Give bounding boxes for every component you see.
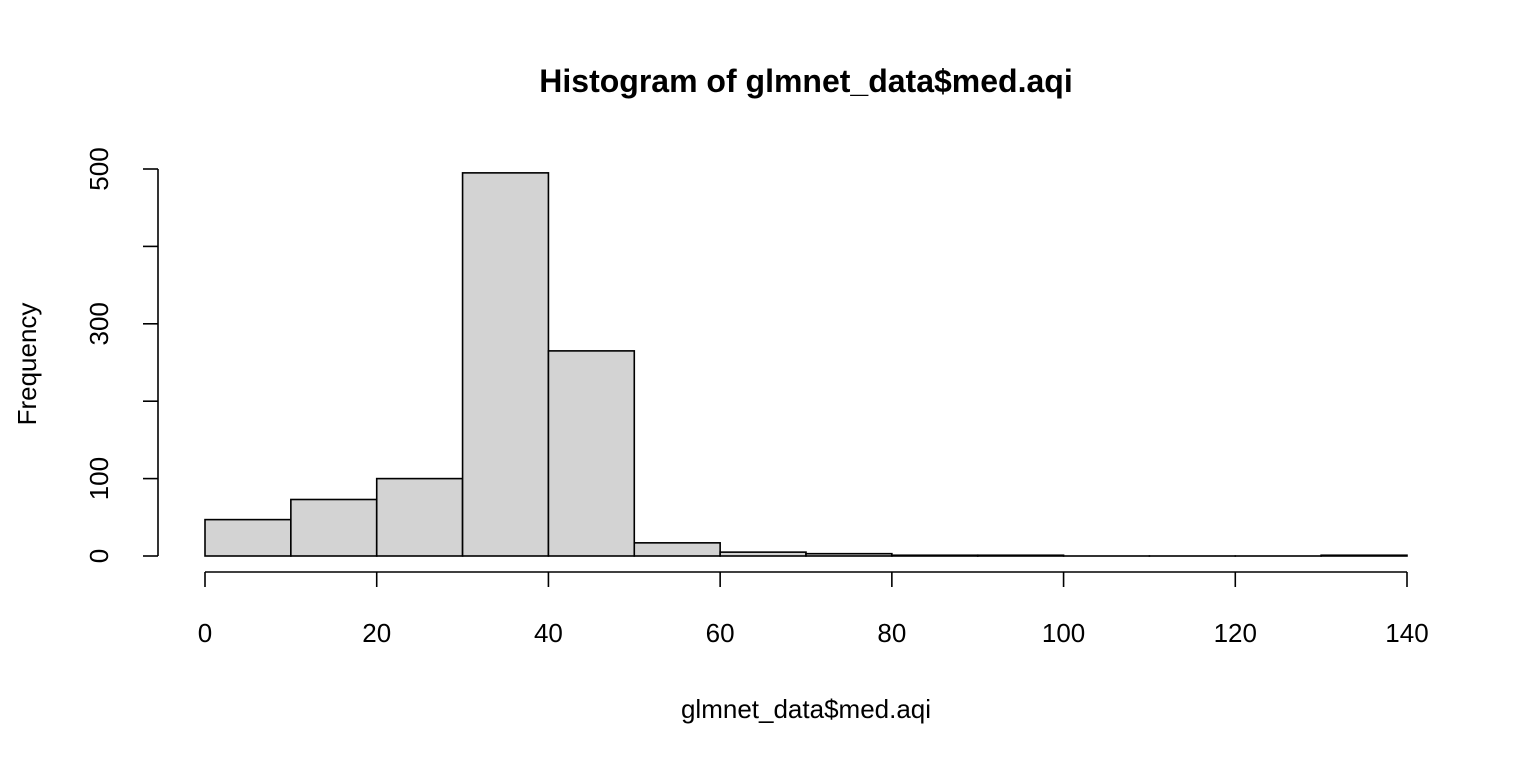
- histogram-bar: [204, 518, 292, 557]
- y-tick-label: 0: [84, 549, 114, 563]
- histogram-bar: [547, 350, 636, 557]
- x-axis: 0 20 40 60 80 100 120 140: [198, 571, 1429, 648]
- histogram-bar: [891, 554, 979, 557]
- histogram-bar: [719, 551, 807, 557]
- histogram-bar: [1320, 554, 1408, 557]
- x-tick-label: 80: [877, 618, 906, 648]
- x-tick-label: 100: [1042, 618, 1085, 648]
- x-tick-label: 60: [706, 618, 735, 648]
- histogram-bar: [805, 552, 893, 557]
- y-tick-label: 300: [84, 302, 114, 345]
- bars-group: [204, 172, 1408, 557]
- x-tick-label: 40: [534, 618, 563, 648]
- y-tick-label: 100: [84, 457, 114, 500]
- x-tick-label: 140: [1385, 618, 1428, 648]
- x-tick-label: 120: [1214, 618, 1257, 648]
- chart-title: Histogram of glmnet_data$med.aqi: [539, 63, 1072, 99]
- histogram-bar: [461, 172, 550, 557]
- y-axis-label: Frequency: [12, 303, 42, 426]
- histogram-bar: [976, 554, 1065, 557]
- histogram-bar: [375, 477, 464, 557]
- y-tick-label: 500: [84, 147, 114, 190]
- histogram-bar: [633, 542, 721, 557]
- y-axis: 0 100 300 500: [84, 147, 159, 563]
- x-tick-label: 20: [362, 618, 391, 648]
- x-axis-label: glmnet_data$med.aqi: [681, 694, 931, 724]
- x-tick-label: 0: [198, 618, 212, 648]
- histogram-bar: [290, 498, 378, 557]
